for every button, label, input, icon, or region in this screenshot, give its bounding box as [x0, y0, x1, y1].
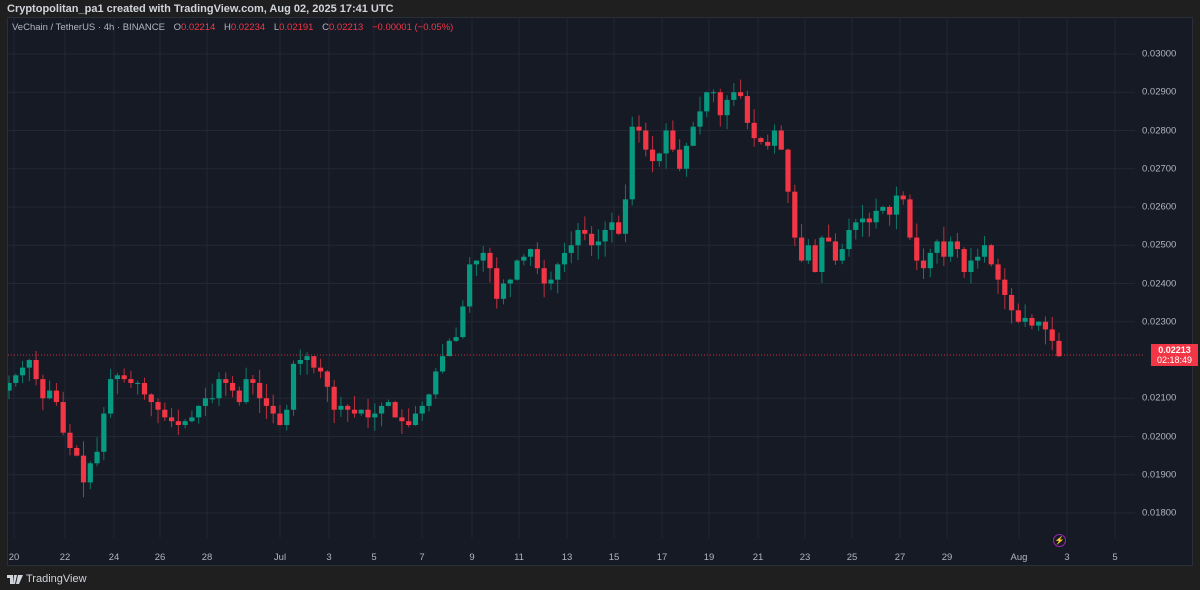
price-tick-label: 0.02700 — [1142, 163, 1177, 175]
tradingview-logo: TradingView — [7, 573, 87, 585]
time-tick-label: Aug — [1010, 552, 1028, 563]
price-tick-label: 0.01900 — [1142, 469, 1177, 481]
time-tick-label: 25 — [846, 552, 858, 563]
time-tick-label: 22 — [59, 552, 71, 563]
lightning-icon[interactable]: ⚡ — [1053, 534, 1066, 547]
price-tick-label: 0.02000 — [1142, 431, 1177, 442]
bar-countdown: 02:18:49 — [1156, 355, 1193, 366]
price-tick-label: 0.02100 — [1142, 392, 1177, 404]
close-value: 0.02213 — [328, 22, 364, 33]
chart-caption: Cryptopolitan_pa1 created with TradingVi… — [7, 3, 394, 15]
high-label: H — [223, 22, 231, 33]
time-tick-label: 27 — [894, 552, 906, 563]
time-tick-label: 28 — [201, 552, 213, 563]
low-value: 0.02191 — [279, 22, 314, 33]
time-tick-label: Jul — [273, 552, 287, 563]
time-tick-label: 17 — [656, 552, 668, 563]
last-price-tag: 0.02213 02:18:49 — [1151, 344, 1198, 367]
price-tick-label: 0.02600 — [1142, 201, 1177, 213]
time-tick-label: 20 — [8, 552, 20, 563]
time-tick-label: 23 — [799, 552, 811, 563]
time-tick-label: 24 — [108, 552, 120, 563]
time-tick-label: 29 — [941, 552, 953, 563]
time-tick-label: 11 — [514, 552, 524, 563]
time-tick-label: 15 — [608, 552, 620, 563]
last-price: 0.02213 — [1158, 345, 1191, 356]
time-tick-label: 26 — [154, 552, 166, 563]
candlestick-chart[interactable] — [8, 18, 1194, 567]
time-tick-label: 13 — [561, 552, 573, 563]
time-tick-label: 3 — [1064, 552, 1070, 563]
price-tick-label: 0.02800 — [1142, 125, 1177, 136]
time-tick-label: 5 — [371, 552, 377, 563]
price-tick-label: 0.03000 — [1142, 48, 1177, 60]
change-value: −0.00001 (−0.05%) — [371, 22, 454, 33]
close-label: C — [322, 22, 329, 33]
price-tick-label: 0.01800 — [1142, 507, 1177, 519]
price-tick-label: 0.02400 — [1142, 278, 1177, 289]
price-tick-label: 0.02300 — [1142, 316, 1177, 328]
tv-logo-icon — [7, 574, 23, 584]
price-tick-label: 0.02500 — [1142, 239, 1177, 251]
brand-name: TradingView — [26, 573, 87, 585]
time-tick-label: 9 — [469, 552, 475, 563]
symbol-legend: VeChain / TetherUS · 4h · BINANCE O0.022… — [12, 22, 453, 33]
open-label: O — [173, 22, 181, 33]
time-tick-label: 3 — [326, 552, 332, 563]
time-tick-label: 19 — [703, 552, 715, 563]
low-label: L — [273, 22, 280, 33]
high-value: 0.02234 — [230, 22, 266, 33]
symbol-label: VeChain / TetherUS · 4h · BINANCE — [12, 22, 165, 33]
time-tick-label: 7 — [419, 552, 425, 563]
price-tick-label: 0.02900 — [1142, 86, 1177, 98]
chart-panel[interactable]: VeChain / TetherUS · 4h · BINANCE O0.022… — [7, 17, 1198, 567]
time-tick-label: 21 — [752, 552, 764, 563]
time-tick-label: 5 — [1112, 552, 1118, 563]
open-value: 0.02214 — [180, 22, 216, 33]
